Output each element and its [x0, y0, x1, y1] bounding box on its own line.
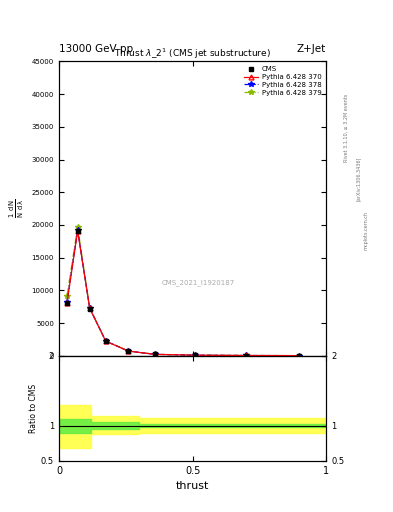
Pythia 6.428 370	[87, 305, 92, 311]
Pythia 6.428 370	[75, 228, 80, 234]
Pythia 6.428 379	[153, 351, 158, 357]
Pythia 6.428 370	[103, 338, 108, 344]
Pythia 6.428 378	[297, 353, 302, 359]
Pythia 6.428 379	[244, 352, 248, 358]
CMS	[87, 306, 92, 312]
Pythia 6.428 379	[126, 348, 131, 354]
Text: [arXiv:1306.3436]: [arXiv:1306.3436]	[356, 157, 361, 201]
Pythia 6.428 379	[193, 352, 198, 358]
Pythia 6.428 370	[64, 300, 69, 306]
CMS	[126, 348, 131, 354]
Text: CMS_2021_I1920187: CMS_2021_I1920187	[161, 279, 235, 286]
CMS	[193, 352, 198, 358]
Pythia 6.428 378	[103, 338, 108, 344]
Pythia 6.428 370	[244, 352, 248, 358]
CMS	[244, 352, 248, 358]
Text: Z+Jet: Z+Jet	[297, 44, 326, 54]
Legend: CMS, Pythia 6.428 370, Pythia 6.428 378, Pythia 6.428 379: CMS, Pythia 6.428 370, Pythia 6.428 378,…	[243, 65, 323, 97]
Pythia 6.428 379	[75, 224, 80, 230]
Pythia 6.428 379	[297, 353, 302, 359]
Line: Pythia 6.428 379: Pythia 6.428 379	[64, 224, 302, 358]
Pythia 6.428 378	[126, 348, 131, 354]
Pythia 6.428 379	[87, 305, 92, 311]
Pythia 6.428 378	[87, 305, 92, 311]
Pythia 6.428 370	[126, 348, 131, 354]
CMS	[297, 353, 302, 359]
Pythia 6.428 370	[193, 352, 198, 358]
Pythia 6.428 379	[103, 338, 108, 344]
Title: Thrust $\lambda\_2^1$ (CMS jet substructure): Thrust $\lambda\_2^1$ (CMS jet substruct…	[114, 47, 271, 61]
Text: 13000 GeV pp: 13000 GeV pp	[59, 44, 133, 54]
Pythia 6.428 378	[193, 352, 198, 358]
Text: Rivet 3.1.10, ≥ 3.2M events: Rivet 3.1.10, ≥ 3.2M events	[344, 94, 349, 162]
X-axis label: thrust: thrust	[176, 481, 209, 491]
Pythia 6.428 370	[297, 353, 302, 359]
Line: CMS: CMS	[64, 229, 302, 358]
Pythia 6.428 378	[75, 227, 80, 233]
Pythia 6.428 378	[64, 300, 69, 306]
Pythia 6.428 378	[153, 351, 158, 357]
CMS	[75, 228, 80, 234]
CMS	[64, 301, 69, 307]
Line: Pythia 6.428 378: Pythia 6.428 378	[64, 228, 302, 358]
CMS	[103, 338, 108, 345]
CMS	[153, 351, 158, 357]
Y-axis label: Ratio to CMS: Ratio to CMS	[29, 383, 38, 433]
Pythia 6.428 370	[153, 351, 158, 357]
Pythia 6.428 378	[244, 352, 248, 358]
Text: mcplots.cern.ch: mcplots.cern.ch	[364, 211, 369, 250]
Y-axis label: $\frac{1}{\rm N}\,\frac{d\rm N}{d\lambda}$: $\frac{1}{\rm N}\,\frac{d\rm N}{d\lambda…	[8, 199, 26, 218]
Line: Pythia 6.428 370: Pythia 6.428 370	[64, 228, 302, 358]
Pythia 6.428 379	[64, 293, 69, 300]
